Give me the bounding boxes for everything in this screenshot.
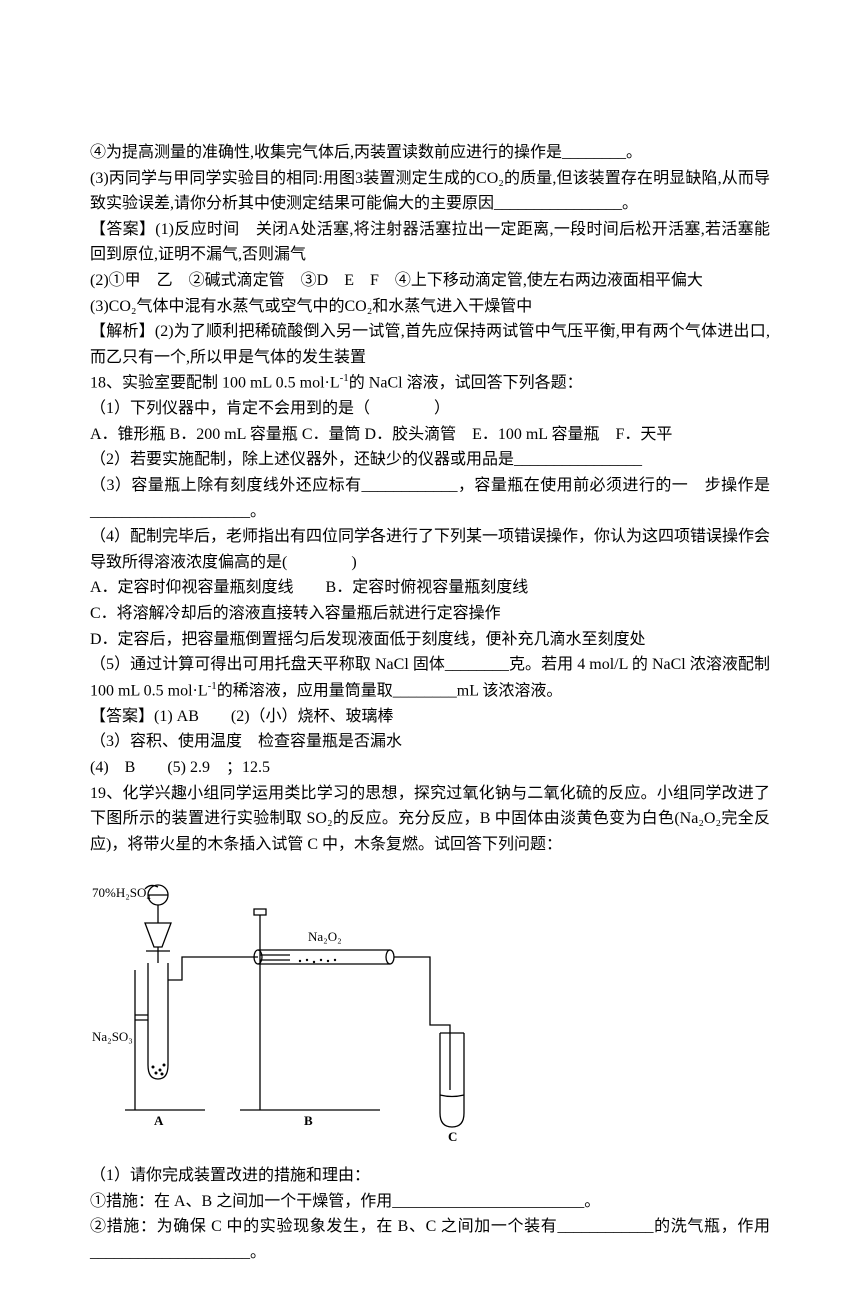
analysis-line: 【解析】(2)为了顺利把稀硫酸倒入另一试管,首先应保持两试管中气压平衡,甲有两个…: [90, 319, 770, 370]
q18-4-c: C．将溶解冷却后的溶液直接转入容量瓶后就进行定容操作: [90, 601, 770, 627]
q18-4-d: D．定容后，把容量瓶倒置摇匀后发现液面低于刻度线，便补充几滴水至刻度处: [90, 627, 770, 653]
q18-4: （4）配制完毕后，老师指出有四位同学各进行了下列某一项错误操作，你认为这四项错误…: [90, 524, 770, 575]
sup-neg1: -1: [208, 680, 217, 692]
label-c: C: [448, 1127, 457, 1148]
q19-1: （1）请你完成装置改进的措施和理由：: [90, 1163, 770, 1189]
q18-stem: 18、实验室要配制 100 mL 0.5 mol·L-1的 NaCl 溶液，试回…: [90, 370, 770, 396]
label-a: A: [154, 1111, 163, 1132]
label-h2so4: 70%H₂SO₄: [92, 883, 151, 904]
q18-ans-4: (4) B (5) 2.9 ；12.5: [90, 755, 770, 781]
label-b: B: [304, 1111, 313, 1132]
sup-neg1: -1: [340, 372, 349, 384]
q18-2: （2）若要实施配制，除上述仪器外，还缺少的仪器或用品是_____________…: [90, 447, 770, 473]
page-content: ④为提高测量的准确性,收集完气体后,丙装置读数前应进行的操作是________。…: [0, 0, 860, 1306]
text: 的 NaCl 溶液，试回答下列各题：: [349, 375, 583, 392]
answer-line: (2)①甲 乙 ②碱式滴定管 ③D E F ④上下移动滴定管,使左右两边液面相平…: [90, 268, 770, 294]
answer-line: (3)CO₂气体中混有水蒸气或空气中的CO₂和水蒸气进入干燥管中: [90, 294, 770, 320]
q19-stem: 19、化学兴趣小组同学运用类比学习的思想，探究过氧化钠与二氧化硫的反应。小组同学…: [90, 781, 770, 858]
text-line: (3)丙同学与甲同学实验目的相同:用图3装置测定生成的CO₂的质量,但该装置存在…: [90, 166, 770, 217]
q19-1-b: ②措施：为确保 C 中的实验现象发生，在 B、C 之间加一个装有________…: [90, 1214, 770, 1265]
text: 的稀溶液，应用量筒量取________mL 该浓溶液。: [217, 682, 563, 699]
apparatus-diagram: 70%H₂SO₄ Na₂SO₃ Na₂O₂ A B C: [90, 865, 510, 1155]
q18-1-opts: A．锥形瓶 B．200 mL 容量瓶 C．量筒 D．胶头滴管 E．100 mL …: [90, 422, 770, 448]
q18-5: （5）通过计算可得出可用托盘天平称取 NaCl 固体________克。若用 4…: [90, 652, 770, 704]
q19-1-a: ①措施：在 A、B 之间加一个干燥管，作用___________________…: [90, 1189, 770, 1215]
q18-4-a: A．定容时仰视容量瓶刻度线 B．定容时俯视容量瓶刻度线: [90, 575, 770, 601]
text-line: ④为提高测量的准确性,收集完气体后,丙装置读数前应进行的操作是________。: [90, 140, 770, 166]
q18-ans-3: （3）容积、使用温度 检查容量瓶是否漏水: [90, 729, 770, 755]
q18-1: （1）下列仪器中，肯定不会用到的是（ ）: [90, 396, 770, 422]
q18-ans-1: 【答案】(1) AB (2)（小）烧杯、玻璃棒: [90, 704, 770, 730]
answer-line: 【答案】(1)反应时间 关闭A处活塞,将注射器活塞拉出一定距离,一段时间后松开活…: [90, 217, 770, 268]
apparatus-svg: [90, 865, 510, 1155]
q18-3: （3）容量瓶上除有刻度线外还应标有____________，容量瓶在使用前必须进…: [90, 473, 770, 524]
text: 18、实验室要配制 100 mL 0.5 mol·L: [90, 375, 340, 392]
label-na2so3: Na₂SO₃: [92, 1027, 133, 1048]
label-na2o2: Na₂O₂: [308, 927, 342, 948]
